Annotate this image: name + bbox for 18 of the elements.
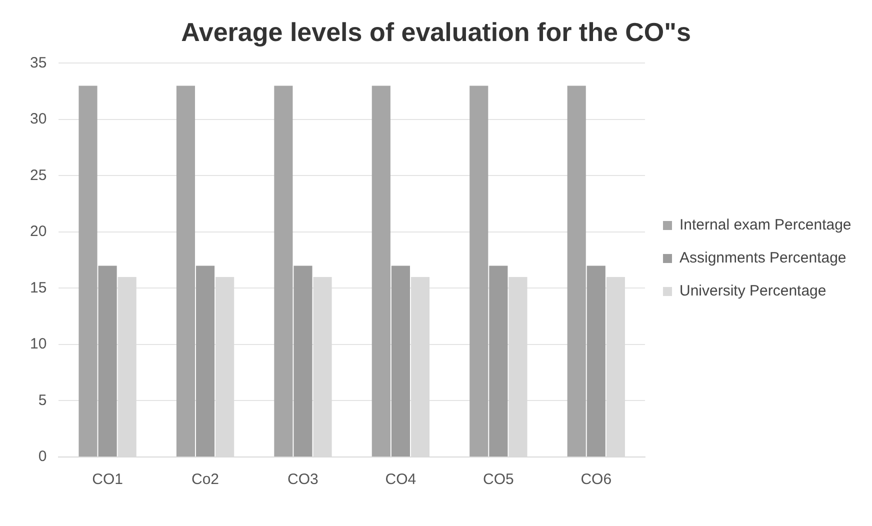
x-tick-label: CO6 xyxy=(580,471,612,488)
x-tick-label: CO3 xyxy=(288,471,318,488)
y-tick-label: 15 xyxy=(30,279,47,296)
x-tick-label: Co2 xyxy=(192,471,220,488)
y-tick-label: 5 xyxy=(38,392,47,409)
y-tick-label: 0 xyxy=(38,448,47,466)
y-tick-label: 25 xyxy=(30,166,47,184)
legend-label: Internal exam Percentage xyxy=(680,216,852,234)
chart-title: Average levels of evaluation for the CO"s xyxy=(181,16,691,47)
y-tick-label: 35 xyxy=(30,54,47,72)
y-tick-label: 30 xyxy=(30,110,47,128)
x-tick-label: CO5 xyxy=(483,471,514,488)
x-tick-label: CO1 xyxy=(92,471,123,488)
x-tick-label: CO4 xyxy=(385,471,416,488)
legend-label: University Percentage xyxy=(680,282,826,300)
legend-label: Assignments Percentage xyxy=(680,250,846,267)
y-tick-label: 20 xyxy=(30,223,47,240)
y-tick-label: 10 xyxy=(30,336,47,353)
